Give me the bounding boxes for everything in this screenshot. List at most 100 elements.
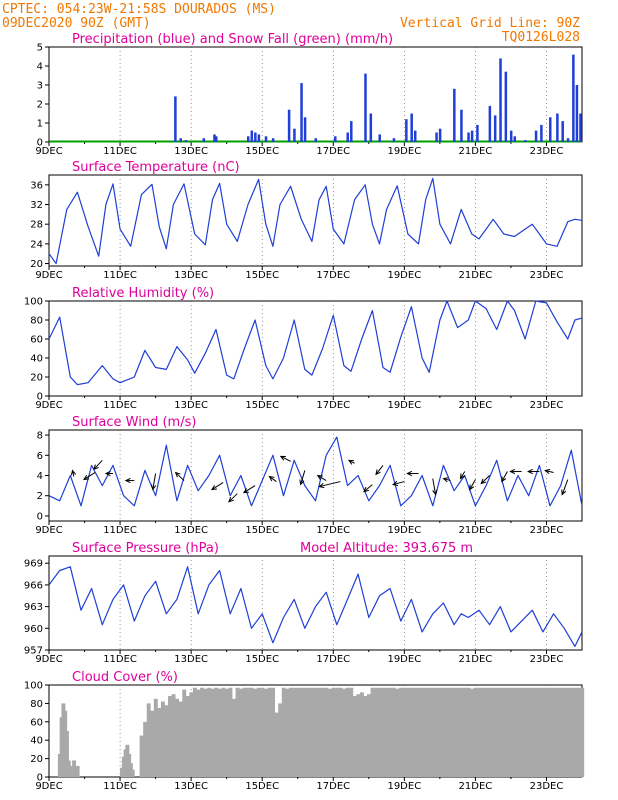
wind-arrow-head xyxy=(242,488,249,494)
rh-frame xyxy=(48,300,583,397)
wind-arrow-shaft xyxy=(480,475,490,484)
wind-arrow-shaft xyxy=(460,471,466,479)
cloud-bar xyxy=(455,687,460,777)
cloud-bar xyxy=(171,694,176,777)
cloud-bar xyxy=(576,687,581,777)
wind-arrow-head xyxy=(501,476,507,483)
precip-bar xyxy=(300,83,303,142)
cloud-bar xyxy=(580,687,585,777)
cloud-ytick-label: 0 xyxy=(37,773,43,784)
cloud-bar xyxy=(441,687,446,777)
rh-xtick-label: 11DEC xyxy=(103,400,137,411)
wind-arrow-shaft xyxy=(269,476,277,482)
pres-ytick-label: 969 xyxy=(24,559,43,570)
cloud-bar xyxy=(168,696,172,777)
precip-panel: 9DEC 11DEC 13DEC 15DEC 17DEC 19DEC 21DEC 23DEC 0… xyxy=(35,32,583,157)
rh-title: Relative Humidity (%) xyxy=(72,286,214,301)
pres-series-line xyxy=(48,566,583,648)
cloud-bar xyxy=(399,687,403,777)
cloud-bar xyxy=(526,687,531,777)
cloud-bar xyxy=(207,687,212,777)
cloud-ytick-label: 80 xyxy=(30,699,43,710)
precip-bar xyxy=(540,124,543,142)
precip-ytick-label: 0 xyxy=(37,138,43,149)
cloud-bar xyxy=(448,687,453,777)
wind-arrow-head xyxy=(363,486,369,493)
rh-ytick-label: 100 xyxy=(24,297,43,308)
cloud-bar xyxy=(551,687,556,777)
wind-arrow-shaft xyxy=(393,481,405,486)
cloud-bar xyxy=(288,687,293,777)
cloud-bar xyxy=(470,688,475,777)
cloud-xtick-label: 21DEC xyxy=(459,781,493,792)
precip-bar xyxy=(513,136,516,142)
cloud-bar xyxy=(445,687,450,777)
cloud-bar xyxy=(217,688,222,777)
cloud-bar xyxy=(352,696,357,777)
cloud-bar xyxy=(363,696,368,777)
wind-arrow-head xyxy=(279,455,286,461)
precip-bar xyxy=(314,138,317,142)
precip-bar xyxy=(287,109,291,142)
cloud-bar xyxy=(253,688,258,777)
cloud-bar xyxy=(491,687,496,777)
wind-arrow-head xyxy=(228,496,234,503)
rh-ytick-label: 0 xyxy=(37,392,43,403)
cloud-bar xyxy=(185,696,190,777)
wind-arrow-shaft xyxy=(545,469,554,473)
cloud-bar xyxy=(516,687,521,777)
cloud-bar xyxy=(182,689,187,777)
cloud-bar xyxy=(72,760,77,777)
cloud-bar xyxy=(345,687,350,777)
temp-frame xyxy=(48,174,583,267)
precip-bar xyxy=(303,117,307,142)
cloud-bar xyxy=(75,765,80,777)
cloud-bar xyxy=(335,687,339,777)
precip-bar xyxy=(378,134,381,142)
precip-bar xyxy=(476,124,479,142)
cloud-bar xyxy=(192,687,197,777)
precip-bar xyxy=(202,138,206,142)
cloud-bar xyxy=(374,687,379,777)
wind-arrow-shaft xyxy=(211,482,224,491)
rh-panel: 9DEC 11DEC 13DEC 15DEC 17DEC 19DEC 21DEC 23DEC 0… xyxy=(24,286,583,411)
precip-bar xyxy=(254,132,257,142)
precip-bar xyxy=(364,73,367,142)
cloud-bar xyxy=(548,687,553,777)
cloud-bar xyxy=(274,712,279,777)
precip-ytick-label: 4 xyxy=(37,62,43,73)
wind-arrow-head xyxy=(150,484,157,491)
wind-arrow-shaft xyxy=(319,481,341,488)
cloud-bar xyxy=(416,687,421,777)
wind-arrow-head xyxy=(561,489,567,496)
pres-ytick-label: 963 xyxy=(24,602,43,613)
cloud-bar xyxy=(466,687,471,777)
wind-xtick-label: 13DEC xyxy=(174,525,208,536)
precip-bar xyxy=(566,138,570,142)
cloud-bar xyxy=(402,687,407,777)
cloud-xtick-label: 9DEC xyxy=(35,781,62,792)
wind-arrow-shaft xyxy=(375,465,384,475)
rh-series-line xyxy=(48,300,583,386)
cloud-bar xyxy=(367,694,371,777)
wind-arrow-shaft xyxy=(469,479,476,490)
wind-arrow-shaft xyxy=(561,479,569,495)
cloud-title: Cloud Cover (%) xyxy=(72,670,178,685)
precip-ytick-label: 1 xyxy=(37,119,43,130)
precip-bar xyxy=(504,71,508,142)
temp-series-line xyxy=(48,177,583,265)
precip-ytick-label: 5 xyxy=(37,43,43,54)
precip-bar xyxy=(264,136,268,142)
cloud-bar xyxy=(459,687,464,777)
cloud-bar xyxy=(178,701,183,777)
rh-xtick-label: 23DEC xyxy=(530,400,564,411)
wind-arrow-head xyxy=(480,478,487,485)
wind-arrow-shaft xyxy=(363,484,373,492)
wind-arrow-shaft xyxy=(93,459,103,470)
cloud-bar xyxy=(494,687,499,777)
rh-xtick-label: 21DEC xyxy=(459,400,493,411)
cloud-bar xyxy=(239,688,244,777)
temp-title: Surface Temperature (nC) xyxy=(72,160,240,175)
header-model-id: TQ0126L028 xyxy=(502,30,580,45)
rh-xtick-label: 13DEC xyxy=(174,400,208,411)
